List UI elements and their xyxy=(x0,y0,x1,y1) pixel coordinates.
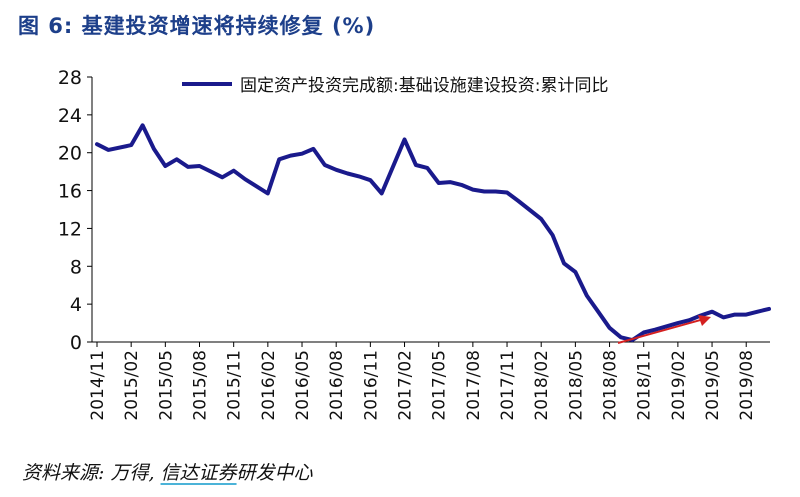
source-prefix: 资料来源: 万得, xyxy=(22,462,161,484)
x-tick-label: 2018/05 xyxy=(566,350,586,421)
y-tick-label: 8 xyxy=(70,256,82,278)
y-tick-label: 16 xyxy=(58,181,82,203)
x-tick-label: 2017/08 xyxy=(464,350,484,421)
y-tick-label: 20 xyxy=(58,143,82,165)
legend-label: 固定资产投资完成额:基础设施建设投资:累计同比 xyxy=(240,76,608,96)
x-tick-label: 2019/05 xyxy=(703,350,723,421)
x-tick-label: 2017/02 xyxy=(396,350,416,421)
x-tick-label: 2015/02 xyxy=(122,350,142,421)
source-highlight: 信达证券 xyxy=(160,462,237,484)
x-tick-label: 2015/11 xyxy=(225,350,245,421)
y-tick-label: 12 xyxy=(58,218,82,240)
x-tick-label: 2015/05 xyxy=(156,350,176,421)
source-suffix: 研发中心 xyxy=(236,462,313,484)
x-tick-label: 2014/11 xyxy=(88,350,108,421)
x-tick-label: 2015/08 xyxy=(191,350,211,421)
x-axis-tick-labels: 2014/11 2015/02 2015/05 2015/08 2015/11 2016/… xyxy=(88,350,757,421)
y-axis-tick-labels: 0 4 8 12 16 20 24 28 xyxy=(58,67,82,354)
y-tick-label: 24 xyxy=(58,105,82,127)
x-tick-label: 2018/11 xyxy=(635,350,655,421)
chart-title: 图 6: 基建投资增速将持续修复 (%) xyxy=(18,14,376,38)
legend: 固定资产投资完成额:基础设施建设投资:累计同比 xyxy=(182,76,608,96)
trend-arrow-shaft xyxy=(617,318,704,344)
x-tick-label: 2018/08 xyxy=(601,350,621,421)
x-tick-label: 2016/02 xyxy=(259,350,279,421)
y-tick-label: 4 xyxy=(70,294,82,316)
x-tick-label: 2017/05 xyxy=(430,350,450,421)
x-tick-label: 2019/02 xyxy=(669,350,689,421)
x-tick-label: 2016/05 xyxy=(293,350,313,421)
x-tick-label: 2017/11 xyxy=(498,350,518,421)
line-chart: 0 4 8 12 16 20 24 28 2014/11 2015/02 2015/05 2015/… xyxy=(58,67,771,421)
y-tick-label: 0 xyxy=(70,332,82,354)
chart-axes xyxy=(87,76,770,347)
x-tick-label: 2018/02 xyxy=(532,350,552,421)
x-tick-label: 2016/08 xyxy=(327,350,347,421)
trend-arrow-layer xyxy=(617,315,711,344)
source-note: 资料来源: 万得, 信达证券研发中心 xyxy=(22,458,313,485)
trend-arrow-head xyxy=(698,315,711,326)
series-layer xyxy=(95,123,771,343)
x-tick-label: 2019/08 xyxy=(737,350,757,421)
x-tick-label: 2016/11 xyxy=(361,350,381,421)
y-tick-label: 28 xyxy=(58,67,82,89)
series-line xyxy=(95,123,771,343)
